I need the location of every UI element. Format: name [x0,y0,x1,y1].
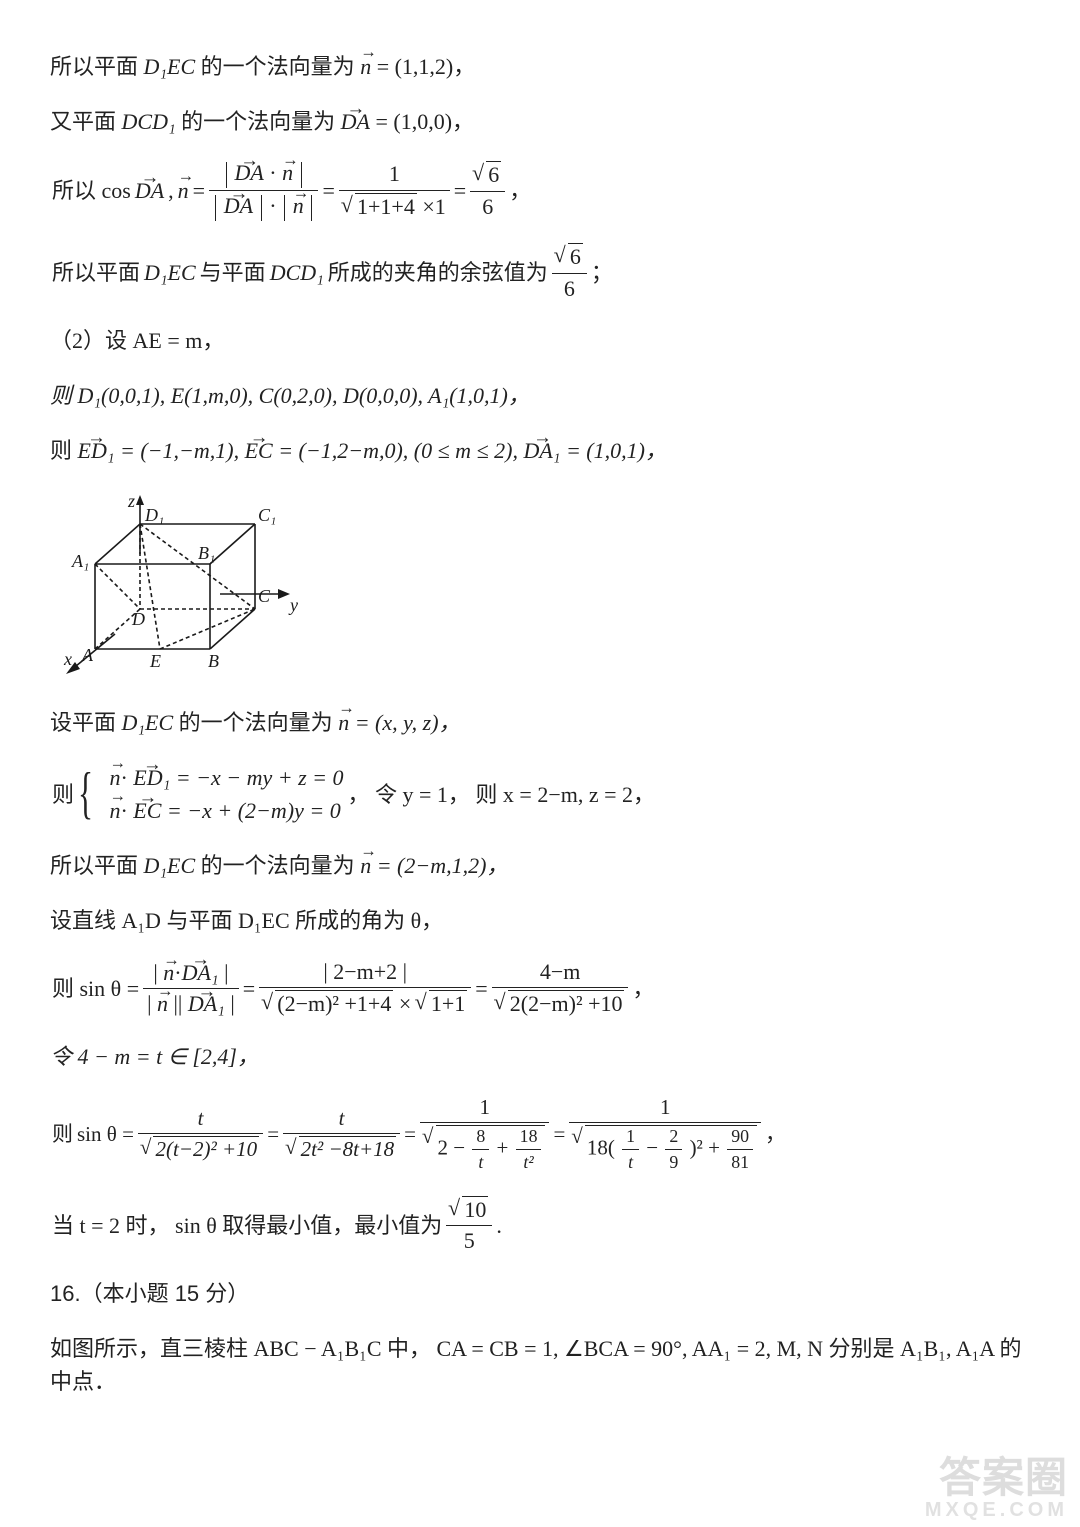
fraction-2: 1 1+1+4 ×1 [339,161,450,220]
fraction-2: | 2−m+2 | (2−m)² +1+4 × 1+1 [259,959,471,1018]
paragraph-7: 则 →ED₁ = (−1,−m,1), →EC = (−1,2−m,0), (0… [50,434,1030,467]
text: 的一个法向量为 [181,109,341,134]
fraction-1: | →n·→DA₁ | | →n || →DA₁ | [143,960,239,1018]
paragraph-11: 设直线 A₁D 与平面 D₁EC 所成的角为 θ， [50,904,1030,937]
document-page: 所以平面 D₁EC 的一个法向量为 → n = (1,1,2)， 又平面 DCD… [0,0,1080,1527]
axis-y-label: y [288,595,298,615]
vector-n: → n [178,174,189,207]
arrow-icon: → [360,40,371,65]
cuboid-diagram: z x y D₁ C₁ B₁ A₁ D C B A E [50,489,1030,684]
vector-da: → DA [341,105,370,138]
paragraph-17: 如图所示，直三棱柱 ABC − A₁B₁C 中， CA = CB = 1, ∠B… [50,1332,1030,1398]
paragraph-4: 所以平面 D₁EC 与平面 DCD₁ 所成的夹角的余弦值为 6 6 ； [50,243,1030,302]
vertex-c1: C₁ [258,505,276,525]
vertex-b: B [208,651,219,671]
paragraph-3: 所以 cos → DA , → n = →DA · →n [50,160,1030,221]
paragraph-8: 设平面 D₁EC 的一个法向量为 →n = (x, y, z)， [50,706,1030,739]
vector-n: → n [360,50,371,83]
text: 的一个法向量为 [201,54,361,79]
text: = (1,1,2)， [377,54,476,79]
paragraph-6: 则 D₁(0,0,1), E(1,m,0), C(0,2,0), D(0,0,0… [50,379,1030,412]
plane-d1ec: D₁EC [144,54,196,79]
paragraph-15: 当 t = 2 时， sin θ 取得最小值，最小值为 10 5 . [50,1196,1030,1255]
vertex-c: C [258,586,271,606]
fraction-1: →DA · →n →DA · →n [209,160,318,221]
diagram-svg: z x y D₁ C₁ B₁ A₁ D C B A E [50,489,310,679]
vector-da: → DA [135,174,164,207]
vertex-d1: D₁ [144,505,164,525]
text: 所以平面 [50,54,144,79]
arrow-icon: → [341,95,370,123]
arrow-icon: → [178,164,189,189]
paragraph-9: 则 { →n· →ED₁ = −x − my + z = 0 →n· →EC =… [50,761,1030,827]
paragraph-10: 所以平面 D₁EC 的一个法向量为 →n = (2−m,1,2)， [50,849,1030,882]
text: 又平面 [50,109,122,134]
left-brace-icon: { [78,765,93,822]
axis-z-label: z [127,491,135,511]
watermark: 答案圈 MXQE.COM [925,1456,1068,1521]
fraction: 6 6 [552,243,587,302]
vertex-a: A [81,645,94,665]
text: = (1,0,0)， [375,109,474,134]
paragraph-2: 又平面 DCD₁ 的一个法向量为 → DA = (1,0,0)， [50,105,1030,138]
plane-dcd1: DCD₁ [122,109,176,134]
paragraph-5: （2）设 AE = m， [50,324,1030,357]
vertex-d: D [131,609,145,629]
paragraph-13: 令 4 − m = t ∈ [2,4]， [50,1040,1030,1073]
watermark-line2: MXQE.COM [925,1500,1068,1521]
vertex-a1: A₁ [71,551,89,571]
axis-x-label: x [63,649,72,669]
problem-16-heading: 16.（本小题 15 分） [50,1277,1030,1310]
paragraph-1: 所以平面 D₁EC 的一个法向量为 → n = (1,1,2)， [50,50,1030,83]
fraction-3: 4−m 2(2−m)² +10 [492,959,629,1018]
paragraph-14: 则 sin θ = t 2(t−2)² +10 = t 2t² −8t+18 =… [50,1095,1030,1174]
arrow-icon: → [135,164,164,192]
text: 所以 cos [52,174,131,207]
vertex-e: E [149,651,161,671]
paragraph-12: 则 sin θ = | →n·→DA₁ | | →n || →DA₁ | = |… [50,959,1030,1018]
watermark-line1: 答案圈 [939,1454,1068,1501]
fraction-3: 6 6 [470,161,505,220]
vertex-b1: B₁ [198,543,215,563]
